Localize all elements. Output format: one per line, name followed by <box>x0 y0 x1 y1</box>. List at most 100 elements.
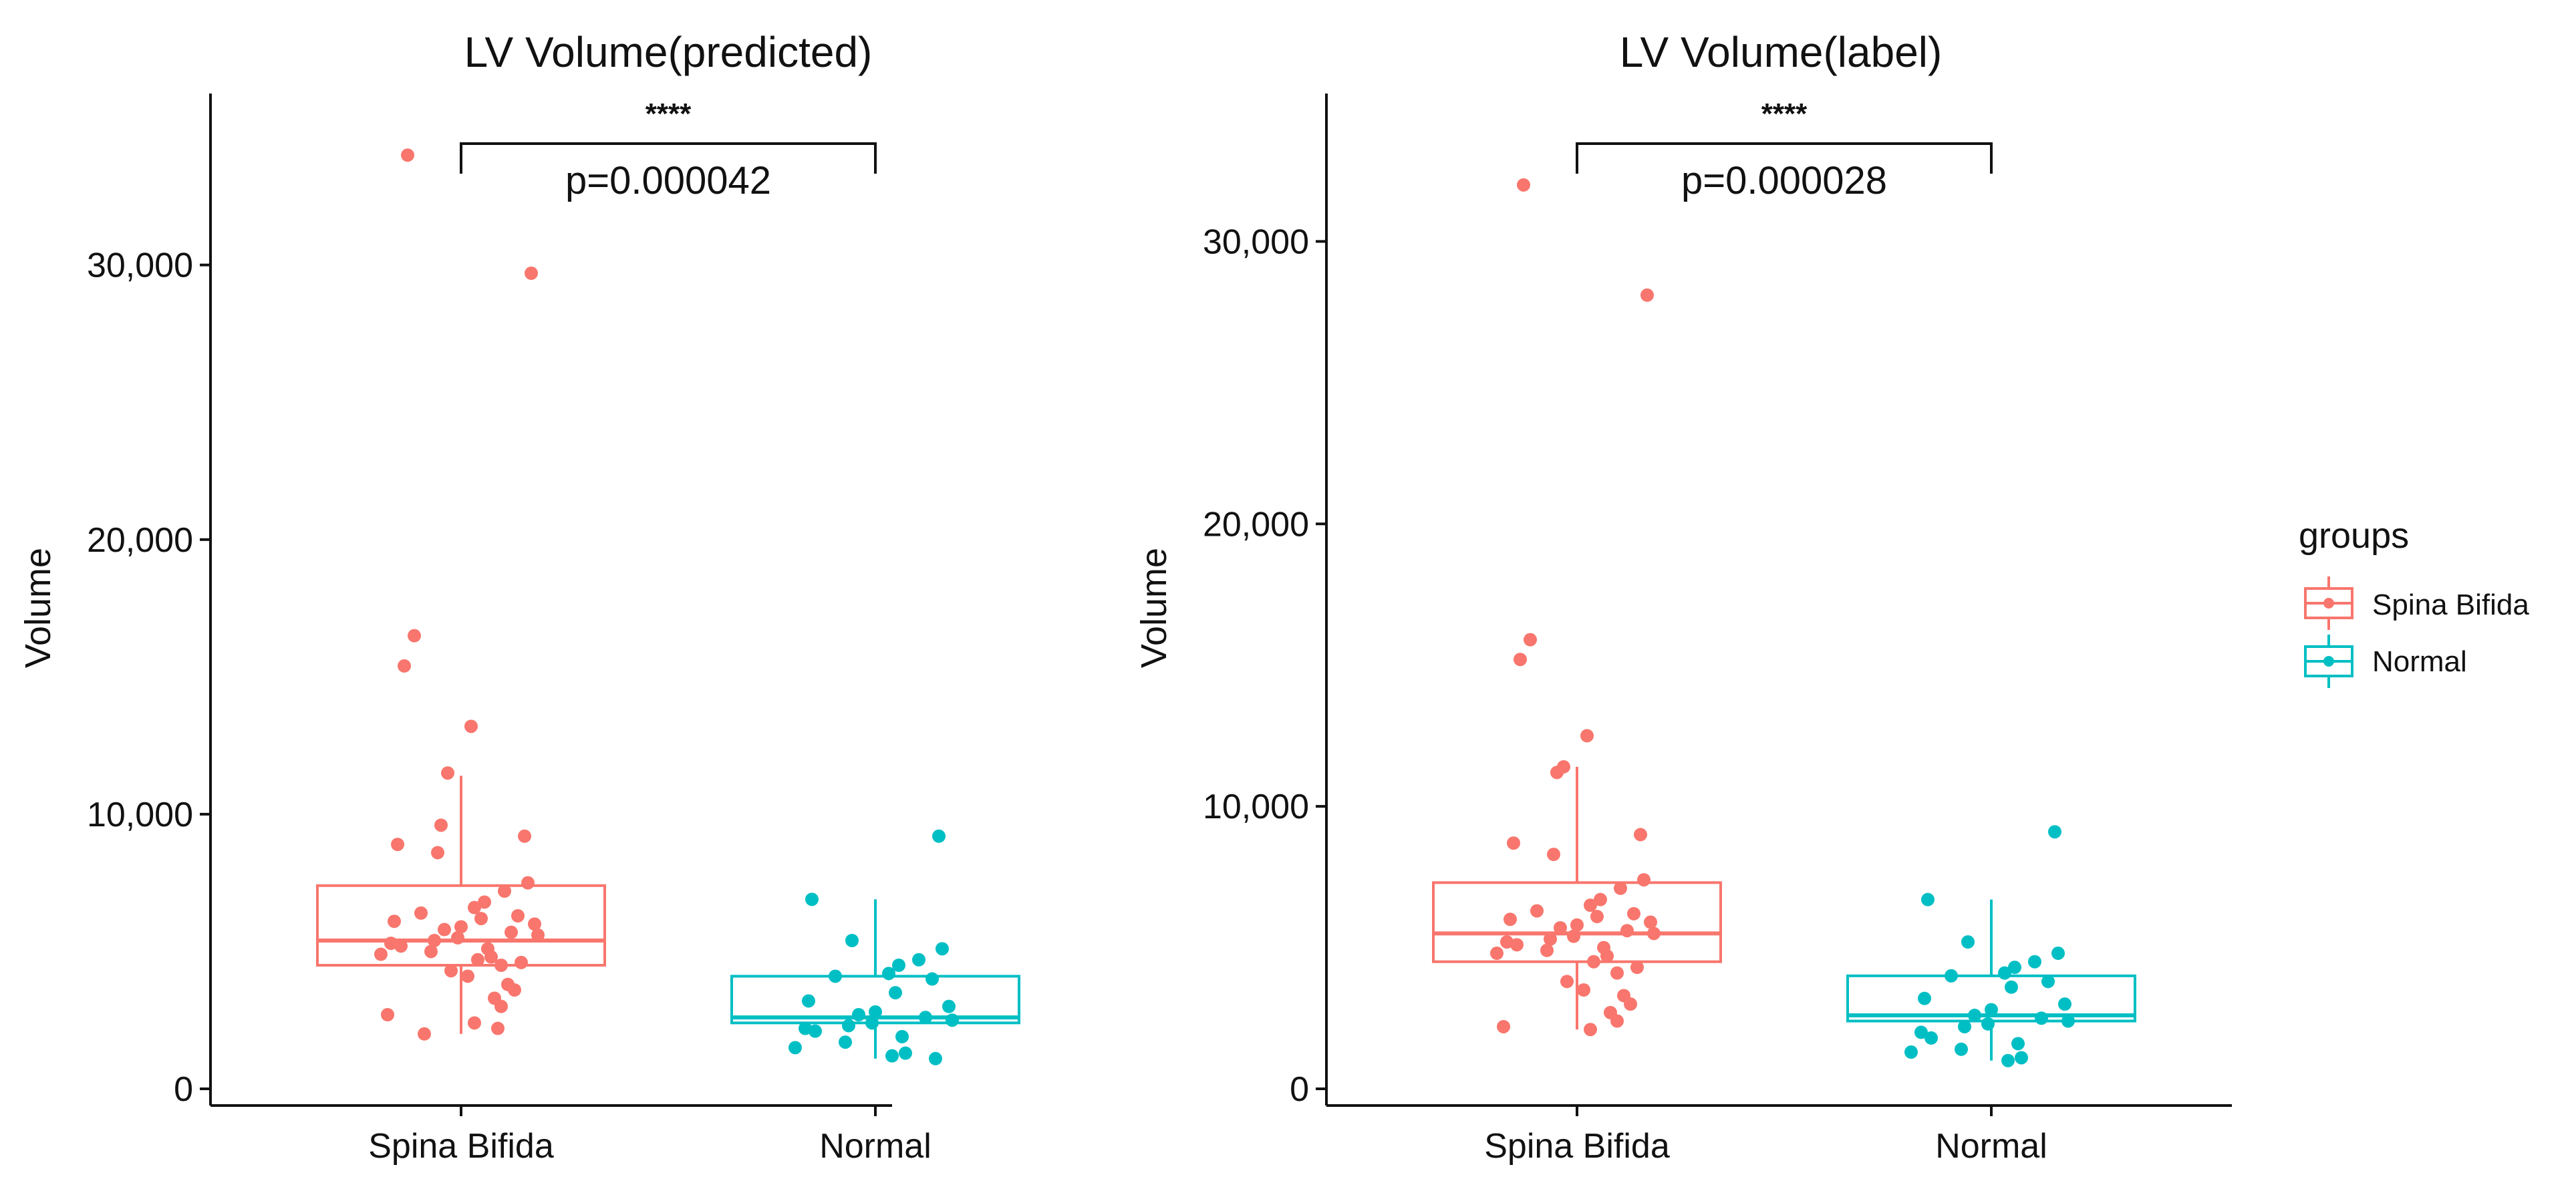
data-point <box>424 945 438 959</box>
data-point <box>1637 873 1651 887</box>
data-point <box>1644 915 1657 929</box>
y-axis-label: Volume <box>18 548 58 668</box>
box-iqr <box>1432 881 1722 963</box>
significance-stars: **** <box>1761 98 1808 130</box>
data-point <box>1554 920 1567 935</box>
data-point <box>474 912 488 926</box>
data-point <box>789 1041 802 1055</box>
data-point <box>1530 904 1544 918</box>
data-point <box>882 967 895 981</box>
data-point <box>2001 1053 2015 1067</box>
box-iqr <box>316 884 606 967</box>
data-point <box>1620 924 1634 938</box>
chart-panel-label: LV Volume(label) 0 10,000 20,000 30,000 Volum… <box>1134 28 2232 1166</box>
data-point <box>1507 836 1520 850</box>
data-point <box>865 1016 879 1030</box>
legend-title: groups <box>2299 516 2409 556</box>
data-point <box>1514 653 1527 667</box>
data-point <box>528 917 541 931</box>
data-point <box>1510 938 1524 952</box>
data-point <box>1550 766 1564 780</box>
legend-key-normal <box>2304 635 2353 688</box>
chart-title: LV Volume(predicted) <box>464 28 873 76</box>
data-point <box>428 934 441 947</box>
data-point <box>1998 966 2011 980</box>
data-point <box>2008 961 2021 975</box>
y-tick-label: 20,000 <box>87 521 193 560</box>
p-value-label: p=0.000028 <box>1681 159 1887 202</box>
data-point <box>919 1011 932 1025</box>
data-point <box>1567 929 1580 943</box>
data-point <box>464 719 478 733</box>
data-point <box>852 1008 865 1021</box>
data-point <box>471 953 484 967</box>
data-point <box>374 947 388 961</box>
x-tick-label-spina-bifida: Spina Bifida <box>368 1127 554 1166</box>
data-point <box>1610 966 1624 980</box>
data-point <box>2058 997 2071 1011</box>
data-point <box>484 950 498 964</box>
data-point <box>515 955 528 969</box>
legend-key-point <box>2323 656 2334 667</box>
data-point <box>468 900 481 914</box>
y-tick-label: 0 <box>1290 1070 1309 1109</box>
data-point <box>1985 1003 1998 1017</box>
x-tick-label-normal: Normal <box>819 1127 932 1166</box>
data-point <box>461 969 474 983</box>
data-point <box>1918 991 1931 1005</box>
data-point <box>1968 1009 1981 1023</box>
data-point <box>1560 975 1574 989</box>
data-point <box>498 884 511 898</box>
data-point <box>394 939 408 953</box>
data-point <box>1981 1017 1995 1031</box>
data-point <box>869 1005 882 1019</box>
data-point <box>1600 949 1614 963</box>
data-point <box>1914 1025 1928 1039</box>
data-point <box>1614 881 1627 895</box>
data-point <box>521 876 535 890</box>
y-tick-label: 30,000 <box>87 246 193 285</box>
data-point <box>1904 1045 1918 1059</box>
data-point <box>531 928 545 942</box>
data-point <box>1577 983 1590 997</box>
data-point <box>1500 935 1514 949</box>
data-point <box>2061 1014 2075 1028</box>
data-point <box>885 1049 899 1063</box>
data-point <box>518 829 531 843</box>
data-point <box>494 999 508 1013</box>
data-point <box>2011 1037 2025 1051</box>
data-point <box>454 920 468 934</box>
data-point <box>932 829 946 843</box>
data-point <box>925 972 939 986</box>
data-point <box>946 1013 959 1027</box>
data-point <box>1627 906 1640 920</box>
data-point <box>2051 947 2065 961</box>
data-point <box>491 1021 505 1035</box>
data-point <box>1955 1042 1968 1056</box>
data-point <box>2048 825 2061 839</box>
y-tick-label: 10,000 <box>87 796 193 834</box>
data-point <box>1497 1019 1510 1033</box>
data-point <box>391 838 404 852</box>
data-point <box>1584 898 1597 912</box>
data-point <box>438 922 451 937</box>
data-point <box>1547 848 1560 862</box>
data-point <box>1490 947 1504 961</box>
data-point <box>942 999 956 1013</box>
data-point <box>1924 1031 1938 1045</box>
significance-bracket <box>1576 142 1993 174</box>
significance-bracket <box>460 142 877 174</box>
significance-stars: **** <box>646 98 692 130</box>
p-value-label: p=0.000042 <box>565 159 771 202</box>
data-point <box>2035 1011 2048 1025</box>
data-point <box>508 983 521 997</box>
y-tick-label: 10,000 <box>1203 788 1309 826</box>
y-tick-label: 0 <box>174 1070 193 1109</box>
data-point <box>1945 969 1958 983</box>
data-point <box>1540 943 1554 957</box>
data-point <box>929 1051 942 1065</box>
data-point <box>468 1016 481 1030</box>
data-point <box>892 959 905 972</box>
y-axis-label: Volume <box>1134 548 1174 668</box>
